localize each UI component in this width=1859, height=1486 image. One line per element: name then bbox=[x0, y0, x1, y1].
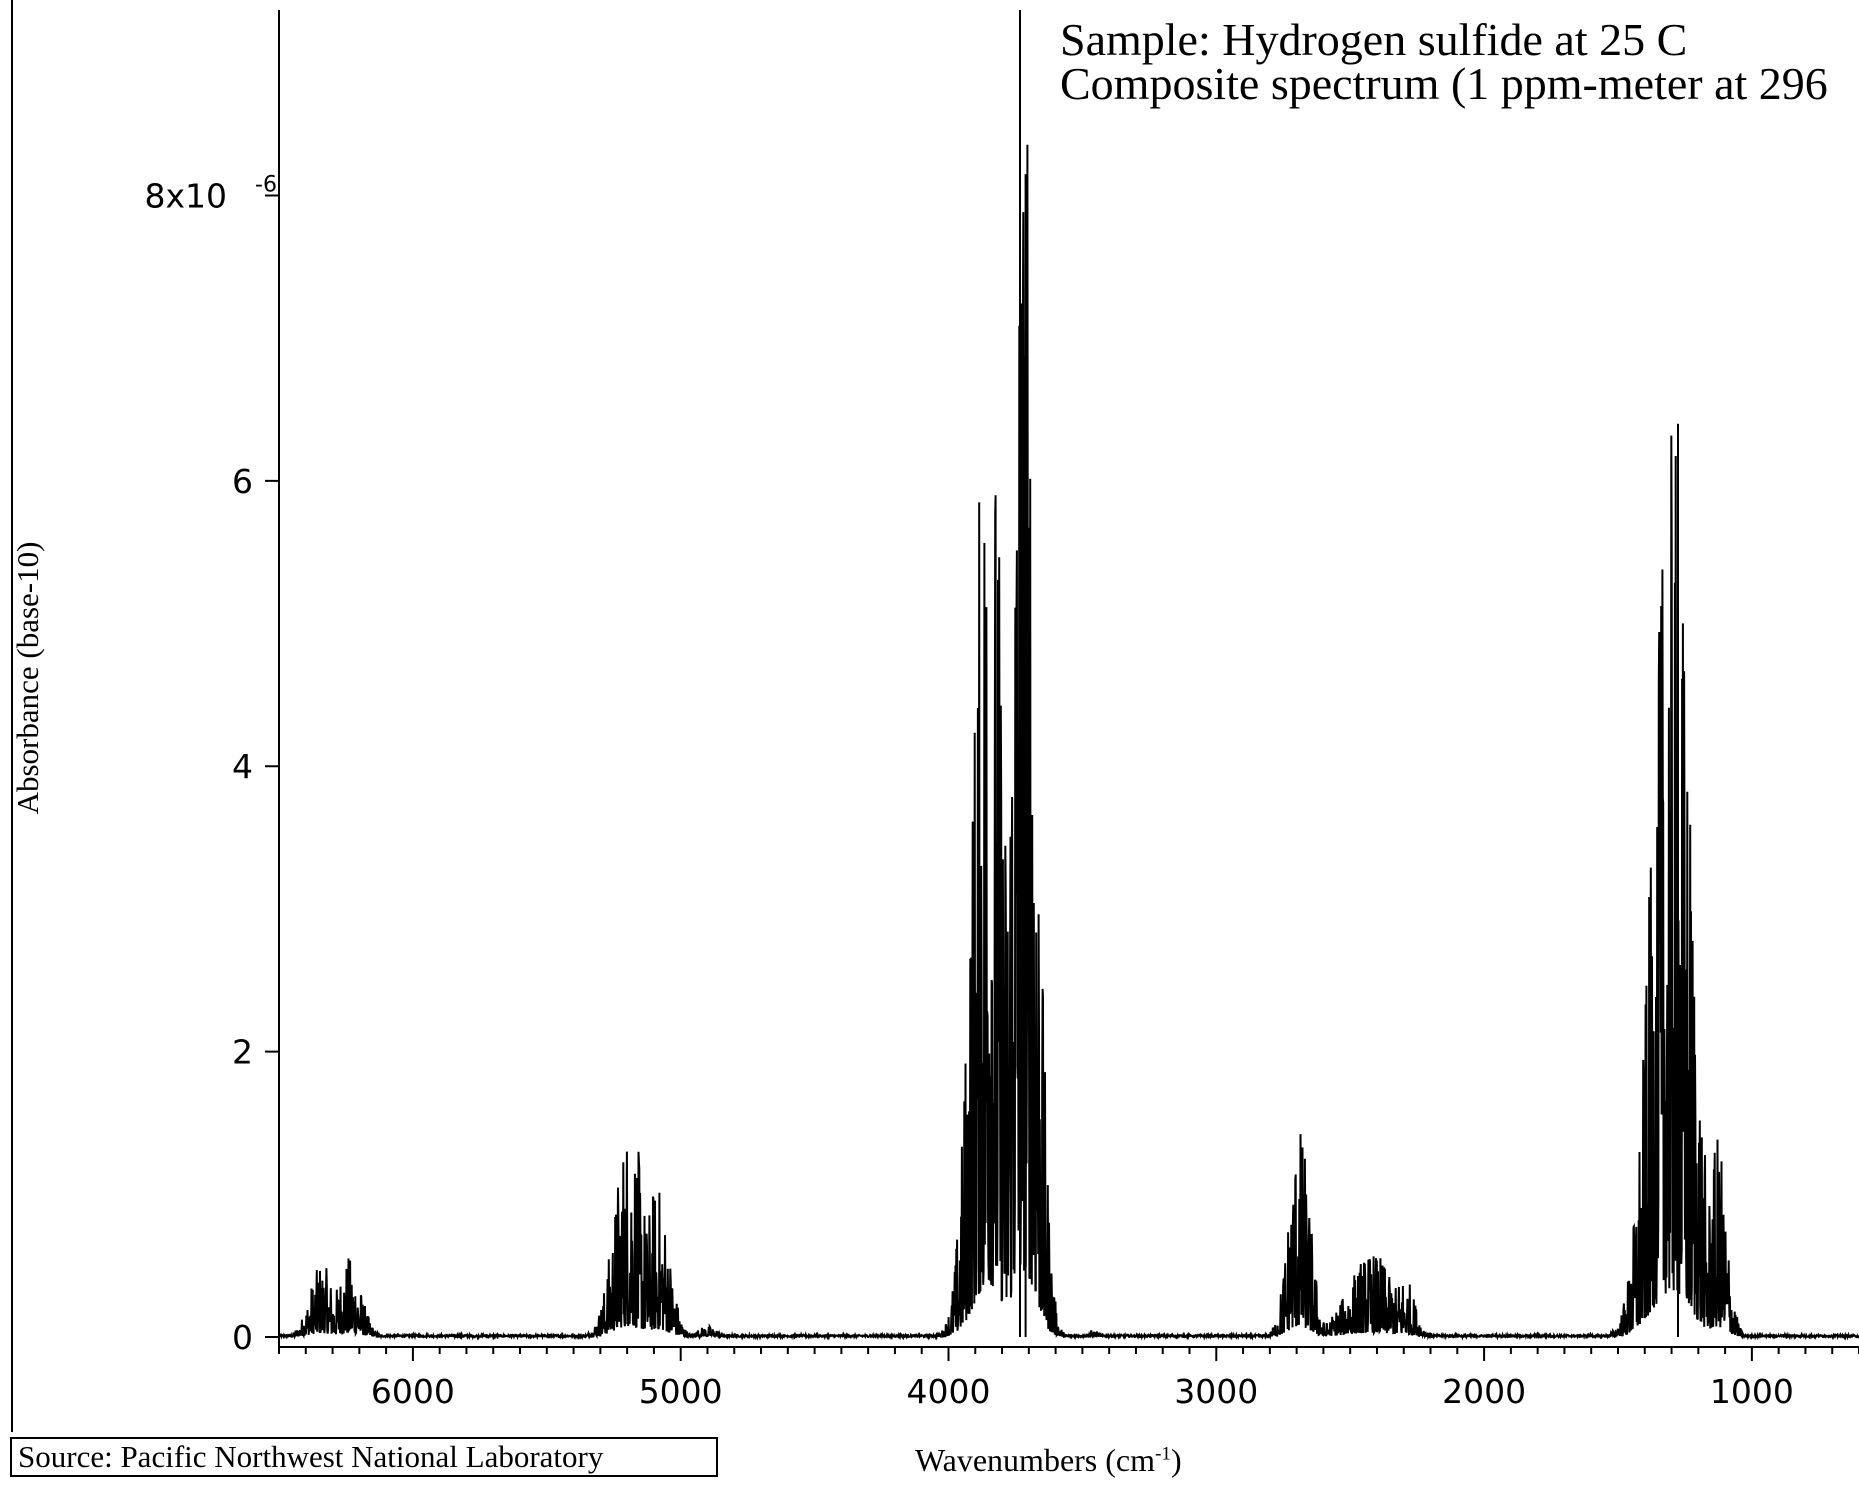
x-ticks: 6000 5000 4000 3000 2000 1000 bbox=[278, 1347, 1859, 1411]
x-axis-label-text: Wavenumbers (cm bbox=[915, 1442, 1155, 1478]
spectrum-line bbox=[278, 10, 1859, 1341]
x-tick-label: 5000 bbox=[639, 1372, 723, 1411]
annotation-line-2: Composite spectrum (1 ppm-meter at 296 bbox=[1060, 58, 1828, 109]
x-tick-label: 2000 bbox=[1442, 1372, 1526, 1411]
y-tick-label: 8x10 bbox=[144, 176, 227, 215]
x-axis-label-end: ) bbox=[1170, 1442, 1182, 1478]
y-tick-label: 2 bbox=[232, 1033, 253, 1072]
y-ticks: 0 2 4 6 8x10 -6 bbox=[144, 172, 279, 1357]
y-tick-label: 4 bbox=[232, 747, 253, 786]
sample-annotation: Sample: Hydrogen sulfide at 25 C Composi… bbox=[1060, 14, 1828, 109]
annotation-line-1: Sample: Hydrogen sulfide at 25 C bbox=[1060, 14, 1688, 65]
y-tick-exponent: -6 bbox=[255, 172, 277, 197]
x-axis-label: Wavenumbers (cm-1) bbox=[915, 1442, 1182, 1479]
x-tick-label: 1000 bbox=[1710, 1372, 1794, 1411]
x-axis-label-sup: -1 bbox=[1155, 1443, 1171, 1465]
source-box: Source: Pacific Northwest National Labor… bbox=[10, 1437, 718, 1477]
y-tick-label: 0 bbox=[232, 1318, 253, 1357]
x-tick-label: 3000 bbox=[1174, 1372, 1258, 1411]
x-tick-label: 6000 bbox=[371, 1372, 455, 1411]
y-tick-label: 6 bbox=[232, 462, 253, 501]
y-axis-label: Absorbance (base-10) bbox=[10, 541, 45, 815]
x-tick-label: 4000 bbox=[906, 1372, 990, 1411]
